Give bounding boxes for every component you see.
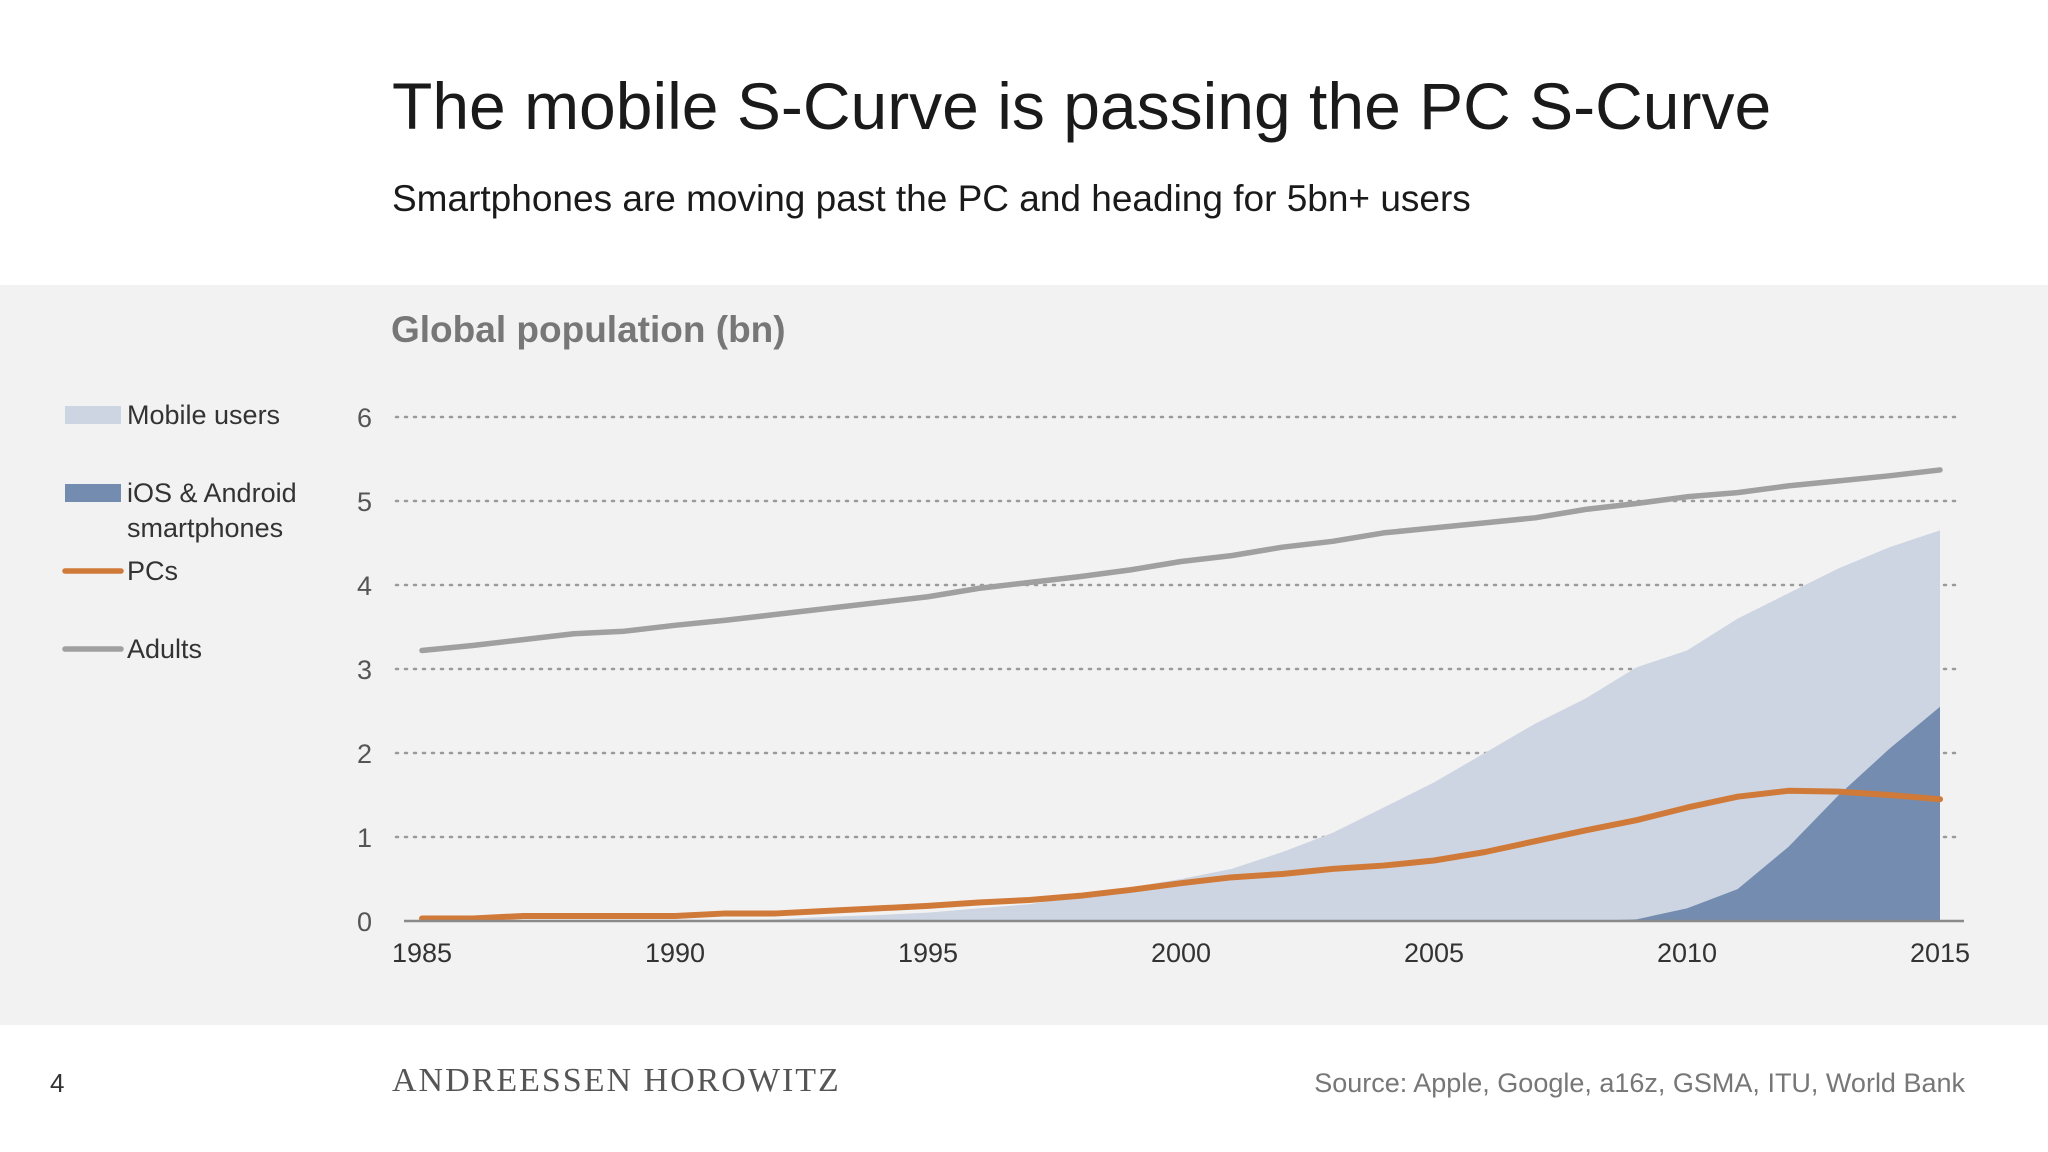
legend-label-adults: Adults (127, 634, 202, 664)
y-tick-label: 3 (357, 655, 372, 685)
x-tick-label: 2015 (1910, 938, 1970, 968)
legend-label-ios-android-smartphones: iOS & Android smartphones (127, 478, 297, 543)
x-tick-label: 1995 (898, 938, 958, 968)
y-tick-label: 6 (357, 403, 372, 433)
x-tick-label: 1985 (392, 938, 452, 968)
area-ios-android-smartphones (1585, 706, 1940, 921)
slide-subtitle: Smartphones are moving past the PC and h… (392, 178, 1471, 219)
areas-layer (422, 530, 1940, 921)
area-mobile-users (422, 530, 1940, 921)
y-tick-label: 1 (357, 823, 372, 853)
axes-layer: 0 1 2 3 4 5 6 1985 1990 1995 2000 2005 2010 2015 (357, 403, 1970, 968)
x-tick-label: 2000 (1151, 938, 1211, 968)
chart-panel: Global population (bn) 0 1 2 3 4 5 6 1985 1990 19… (0, 285, 2048, 1025)
x-tick-label: 2005 (1404, 938, 1464, 968)
brand-logo: ANDREESSEN HOROWITZ (392, 1062, 841, 1099)
y-tick-label: 5 (357, 487, 372, 517)
x-tick-label: 1990 (645, 938, 705, 968)
y-tick-label: 2 (357, 739, 372, 769)
legend-swatch-mobile-users (65, 406, 121, 424)
page-number: 4 (50, 1068, 65, 1098)
legend-label-pcs: PCs (127, 556, 178, 586)
lines-layer (419, 467, 1943, 922)
legend-swatch-ios-android-smartphones (65, 484, 121, 502)
x-tick-label: 2010 (1657, 938, 1717, 968)
legend: Mobile users iOS & Android smartphones PCs A… (62, 400, 297, 664)
y-tick-label: 0 (357, 907, 372, 937)
source-note: Source: Apple, Google, a16z, GSMA, ITU, … (1314, 1068, 1965, 1098)
chart-title: Global population (bn) (391, 309, 786, 350)
line-adults (419, 467, 1943, 654)
legend-label-mobile-users: Mobile users (127, 400, 280, 430)
y-tick-label: 4 (357, 571, 372, 601)
line-pcs (419, 787, 1943, 922)
chart-svg: Global population (bn) 0 1 2 3 4 5 6 1985 1990 19… (62, 309, 1970, 968)
slide-title: The mobile S-Curve is passing the PC S-C… (392, 69, 1772, 143)
